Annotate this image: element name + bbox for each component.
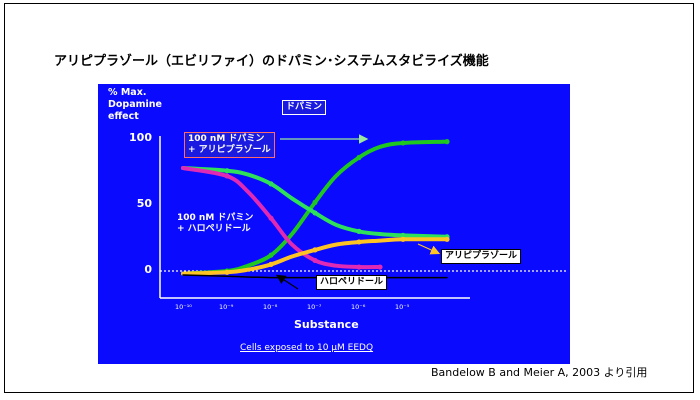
haloperidol-arrow bbox=[275, 274, 299, 290]
annotation-haloperidol: ハロペリドール bbox=[316, 275, 388, 290]
chart-svg bbox=[159, 134, 566, 299]
series-point bbox=[444, 236, 450, 242]
x-tick-label: 10⁻⁵ bbox=[395, 303, 410, 311]
y-tick-label: 50 bbox=[136, 197, 152, 210]
series-point bbox=[268, 181, 274, 187]
annotation-line: + アリピプラゾール bbox=[188, 145, 271, 155]
x-tick-label: 10⁻¹⁰ bbox=[175, 303, 192, 311]
series-line bbox=[181, 139, 449, 276]
annotation-dopamine: ドパミン bbox=[282, 100, 327, 115]
chart-footnote: Cells exposed to 10 μM EEDQ bbox=[240, 343, 374, 353]
chart-panel: % Max. Dopamine effect 100 50 0 10⁻¹⁰ 10⁻⁹ 10⁻… bbox=[98, 84, 570, 364]
series-point bbox=[268, 215, 274, 221]
series-point bbox=[400, 232, 406, 238]
annotation-line: + ハロペリドール bbox=[177, 224, 251, 234]
series-point bbox=[312, 210, 318, 216]
y-axis-title: % Max. Dopamine effect bbox=[108, 87, 170, 123]
annotation-aripiprazole: アリピプラゾール bbox=[441, 249, 522, 264]
series-point bbox=[312, 257, 318, 264]
slide-title: アリピプラゾール（エビリファイ）のドパミン･システムスタビライズ機能 bbox=[54, 54, 489, 69]
series-point bbox=[224, 173, 230, 179]
series-line bbox=[182, 274, 448, 279]
series-point bbox=[356, 228, 362, 234]
x-tick-label: 10⁻⁷ bbox=[307, 303, 322, 311]
series-point bbox=[312, 247, 318, 253]
x-axis-label: Substance bbox=[294, 318, 359, 331]
y-tick-label: 100 bbox=[129, 131, 152, 144]
series-point bbox=[268, 261, 274, 267]
series-point bbox=[400, 140, 406, 146]
citation: Bandelow B and Meier A, 2003 より引用 bbox=[431, 366, 648, 379]
annotation-line: 100 nM ドパミン bbox=[177, 213, 254, 223]
y-axis-title-text: % Max. Dopamine effect bbox=[108, 87, 162, 122]
x-tick-label: 10⁻⁶ bbox=[351, 303, 366, 311]
annotation-dopamine-haloperidol: 100 nM ドパミン + ハロペリドール bbox=[174, 212, 256, 236]
series-point bbox=[224, 168, 230, 174]
series-point bbox=[312, 199, 318, 205]
x-tick-label: 10⁻⁹ bbox=[219, 303, 234, 311]
series-line bbox=[181, 237, 449, 276]
series-point bbox=[224, 269, 230, 275]
series-line bbox=[181, 166, 382, 270]
series-point bbox=[444, 139, 450, 145]
annotation-line: 100 nM ドパミン bbox=[188, 134, 265, 144]
series-point bbox=[377, 264, 383, 270]
series-point bbox=[356, 154, 362, 161]
series-point bbox=[400, 236, 406, 242]
series-point bbox=[356, 239, 362, 245]
annotation-dopamine-aripiprazole: 100 nM ドパミン + アリピプラゾール bbox=[184, 132, 275, 158]
x-tick-label: 10⁻⁸ bbox=[263, 303, 278, 311]
series-point bbox=[268, 252, 274, 258]
y-tick-label: 0 bbox=[144, 263, 152, 276]
series-point bbox=[356, 264, 362, 270]
aripiprazole-arrow bbox=[417, 243, 441, 255]
slide-frame bbox=[4, 3, 694, 393]
